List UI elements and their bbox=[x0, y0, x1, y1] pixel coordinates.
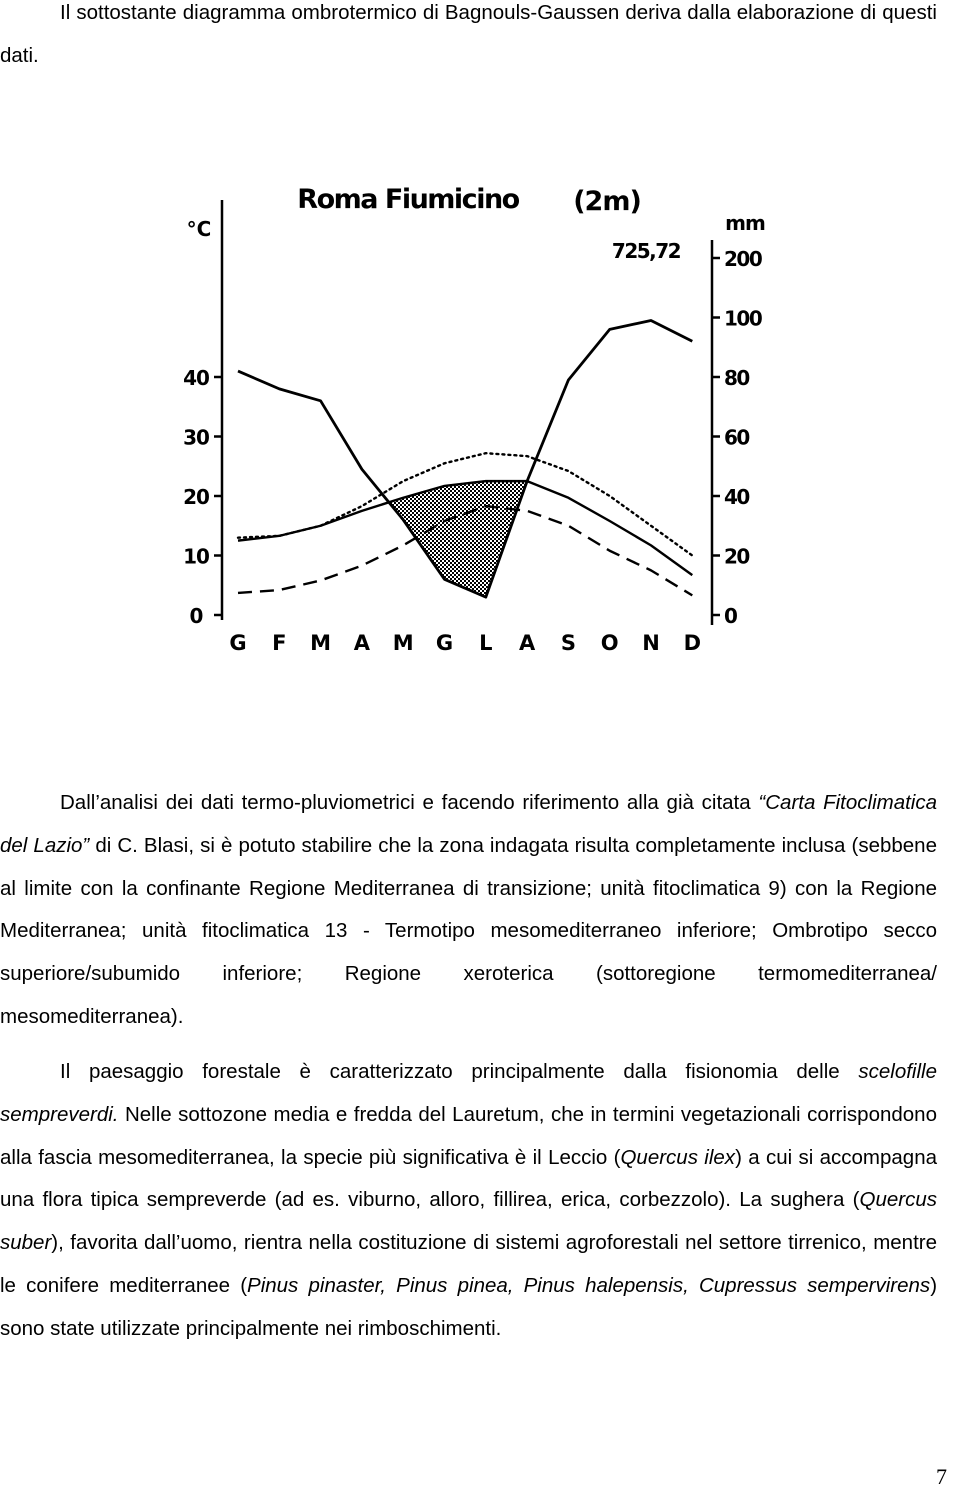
text-run: Il paesaggio forestale è caratterizzato … bbox=[60, 1060, 859, 1083]
y2-tick-label: 80 bbox=[724, 366, 749, 390]
y-tick-label: 0 bbox=[190, 604, 203, 628]
y2-tick-label: 200 bbox=[724, 247, 762, 271]
x-tick-label: M bbox=[393, 631, 414, 655]
y2-tick-label: 100 bbox=[724, 307, 762, 331]
paragraph: Il paesaggio forestale è caratterizzato … bbox=[0, 1051, 937, 1351]
text-run: ) sono state utilizzate principalmente n… bbox=[0, 1273, 938, 1340]
x-tick-label: A bbox=[519, 631, 536, 655]
y2-tick-label: 40 bbox=[724, 485, 749, 509]
y-tick-label: 20 bbox=[183, 485, 209, 509]
chart: Roma Fiumicino (2m) 725,72 °C mm 0 10 20 30… bbox=[183, 184, 766, 655]
text-run: Pinus pinaster, Pinus pinea, Pinus halep… bbox=[247, 1273, 931, 1297]
precipitation-line bbox=[237, 319, 693, 599]
annotation: 725,72 bbox=[612, 239, 681, 263]
x-tick-label: O bbox=[601, 631, 619, 655]
y-tick-label: 10 bbox=[183, 545, 209, 569]
temperature-line bbox=[236, 451, 694, 557]
y2-tick-label: 0 bbox=[724, 604, 737, 628]
text-run: scelofille sempreverdi. bbox=[0, 1060, 937, 1126]
text-run: Nelle sottozone media e fredda del Laure… bbox=[0, 1102, 937, 1169]
text-run: Quercus ilex bbox=[620, 1145, 736, 1169]
x-tick-label: G bbox=[436, 631, 453, 655]
paragraph: Dall’analisi dei dati termo-pluviometric… bbox=[0, 782, 937, 1039]
x-tick-label: M bbox=[310, 631, 331, 655]
y2-tick-label: 60 bbox=[724, 426, 749, 450]
x-tick-label: F bbox=[272, 631, 286, 655]
x-tick-label: A bbox=[354, 631, 371, 655]
x-tick-label: S bbox=[561, 631, 576, 655]
x-tick-label: N bbox=[642, 631, 660, 655]
page-number: 7 bbox=[936, 1464, 947, 1489]
x-tick-label: D bbox=[684, 631, 701, 655]
text-run: “Carta Fitoclimatica del Lazio” bbox=[0, 791, 938, 857]
paragraph: Il sottostante diagramma ombrotermico di… bbox=[0, 0, 937, 78]
y-tick-label: 30 bbox=[183, 426, 209, 450]
x-tick-label: G bbox=[229, 631, 246, 655]
text-run: di C. Blasi, si è potuto stabilire che l… bbox=[0, 833, 937, 1028]
chart-title: Roma Fiumicino bbox=[297, 184, 519, 215]
text-run: ) a cui si accompagna una flora tipica s… bbox=[0, 1145, 937, 1212]
text-run: Quercus suber bbox=[0, 1188, 937, 1255]
x-tick-label: L bbox=[479, 631, 492, 655]
y-tick-label: 40 bbox=[183, 366, 209, 390]
chart-subtitle: (2m) bbox=[573, 186, 641, 217]
temperature-line bbox=[237, 479, 694, 577]
text-run: Dall’analisi dei dati termo-pluviometric… bbox=[60, 791, 759, 814]
text-run: Il sottostante diagramma ombrotermico di… bbox=[0, 1, 937, 67]
y-axis-label: °C bbox=[187, 217, 212, 241]
y2-axis-label: mm bbox=[725, 211, 765, 235]
y2-tick-label: 20 bbox=[724, 545, 749, 569]
text-run: ), favorita dall’uomo, rientra nella cos… bbox=[0, 1231, 937, 1297]
temperature-line bbox=[237, 504, 693, 597]
